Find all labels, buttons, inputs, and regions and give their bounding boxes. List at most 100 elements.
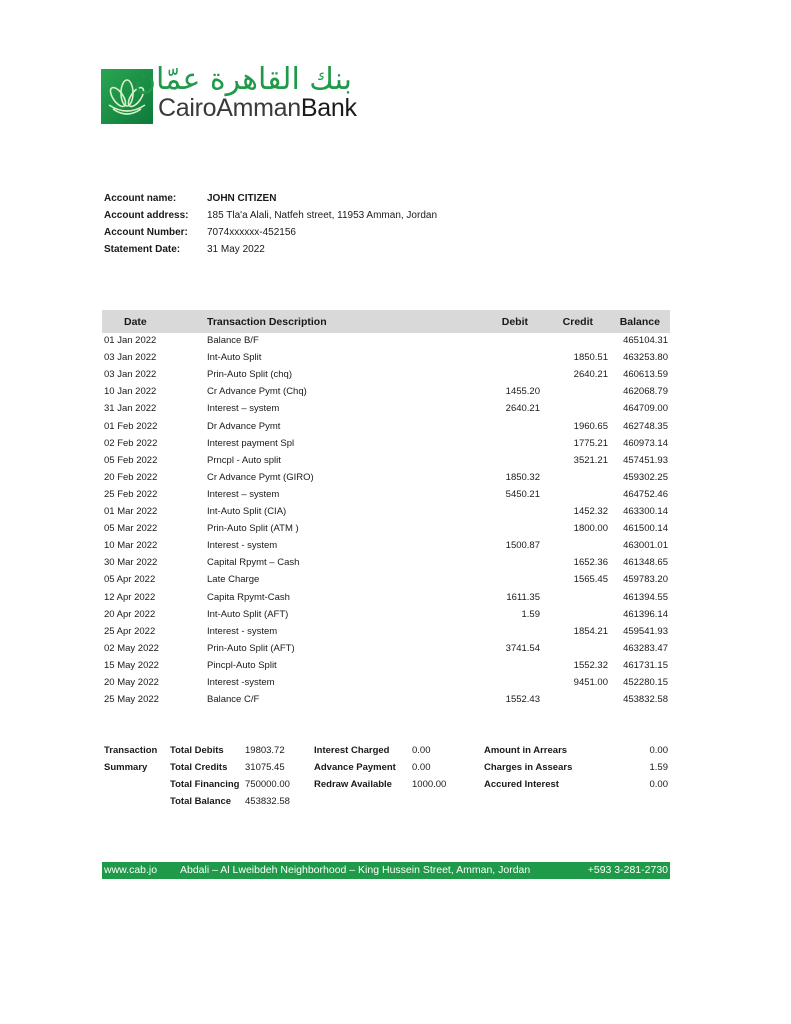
header-date: Date bbox=[124, 316, 147, 328]
table-row: 25 Apr 2022 Interest - system 1854.21 45954… bbox=[102, 624, 670, 641]
cell-date: 25 Feb 2022 bbox=[104, 488, 158, 500]
cell-debit: 5450.21 bbox=[505, 488, 540, 500]
cell-debit: 1500.87 bbox=[505, 540, 540, 552]
cell-credit: 1652.36 bbox=[573, 557, 608, 569]
cell-balance: 463001.01 bbox=[623, 540, 668, 552]
cell-balance: 461731.15 bbox=[623, 659, 668, 671]
cell-date: 20 Feb 2022 bbox=[104, 471, 158, 483]
cell-date: 20 May 2022 bbox=[104, 677, 159, 688]
cell-date: 02 May 2022 bbox=[104, 642, 159, 654]
summary-title: Transaction bbox=[104, 745, 158, 756]
summary-label: Interest Charged bbox=[314, 745, 390, 756]
cell-description: Prin-Auto Split (AFT) bbox=[207, 642, 295, 654]
header-description: Transaction Description bbox=[207, 316, 327, 328]
cell-description: Interest payment Spl bbox=[207, 437, 295, 449]
cell-debit: 1850.32 bbox=[505, 471, 540, 483]
header-debit: Debit bbox=[501, 316, 528, 328]
cell-date: 01 Feb 2022 bbox=[104, 420, 158, 432]
cell-balance: 464709.00 bbox=[623, 403, 668, 415]
cell-date: 31 Jan 2022 bbox=[104, 403, 157, 415]
cell-debit: 3741.54 bbox=[505, 642, 540, 654]
table-header: Date Transaction Description Debit Credi… bbox=[102, 310, 670, 333]
cell-date: 30 Mar 2022 bbox=[104, 557, 158, 569]
cell-balance: 461500.14 bbox=[623, 523, 668, 535]
cell-credit: 2640.21 bbox=[573, 369, 608, 381]
footer-website[interactable]: www.cab.jo bbox=[104, 864, 158, 876]
summary-value: 0.00 bbox=[412, 762, 431, 773]
cell-balance: 462748.35 bbox=[623, 420, 668, 432]
cell-description: Interest – system bbox=[207, 403, 280, 415]
summary-value: 453832.58 bbox=[245, 796, 290, 807]
account-number-label: Account Number: bbox=[104, 227, 188, 238]
account-name-value: JOHN CITIZEN bbox=[207, 193, 277, 204]
cell-date: 02 Feb 2022 bbox=[104, 437, 158, 449]
cell-balance: 453832.58 bbox=[623, 694, 668, 706]
summary-label: Accured Interest bbox=[484, 779, 559, 790]
cell-debit: 1.59 bbox=[521, 608, 541, 620]
cell-credit: 9451.00 bbox=[573, 677, 608, 688]
header-balance: Balance bbox=[619, 316, 660, 328]
table-row: 01 Jan 2022 Balance B/F 465104.31 bbox=[102, 333, 670, 350]
summary-label: Advance Payment bbox=[314, 762, 396, 773]
cell-description: Capita Rpymt-Cash bbox=[207, 591, 290, 603]
table-row: 15 May 2022 Pincpl-Auto Split 1552.32 46173… bbox=[102, 658, 670, 675]
cell-description: Int-Auto Split (CIA) bbox=[207, 506, 287, 517]
cell-credit: 1850.51 bbox=[573, 352, 608, 364]
table-row: 20 Apr 2022 Int-Auto Split (AFT) 1.59 46139… bbox=[102, 607, 670, 624]
cell-description: Int-Auto Split bbox=[207, 352, 262, 364]
account-name-label: Account name: bbox=[104, 193, 177, 204]
cell-date: 03 Jan 2022 bbox=[104, 352, 157, 364]
table-row: 25 May 2022 Balance C/F 1552.43 453832.58 bbox=[102, 692, 670, 709]
account-address-label: Account address: bbox=[104, 210, 189, 221]
footer-bar: www.cab.jo Abdali – Al Lweibdeh Neighbor… bbox=[102, 862, 670, 879]
summary-value: 0.00 bbox=[412, 745, 431, 756]
cell-balance: 459302.25 bbox=[623, 471, 668, 483]
cell-description: Cr Advance Pymt (Chq) bbox=[207, 386, 307, 398]
cell-date: 12 Apr 2022 bbox=[104, 591, 156, 603]
statement-date-label: Statement Date: bbox=[104, 244, 181, 255]
cell-description: Prin-Auto Split (ATM ) bbox=[207, 523, 299, 535]
cell-date: 10 Mar 2022 bbox=[104, 540, 158, 552]
cell-description: Prncpl - Auto split bbox=[207, 454, 281, 466]
cell-date: 10 Jan 2022 bbox=[104, 386, 157, 398]
cell-description: Pincpl-Auto Split bbox=[207, 659, 277, 671]
cell-description: Balance C/F bbox=[207, 694, 260, 706]
cell-credit: 1854.21 bbox=[573, 625, 608, 637]
summary-label: Total Balance bbox=[170, 796, 232, 807]
summary-value: 19803.72 bbox=[245, 745, 285, 756]
cell-description: Interest – system bbox=[207, 488, 280, 500]
table-row: 01 Feb 2022 Dr Advance Pymt 1960.65 462748.… bbox=[102, 419, 670, 436]
bank-logo-icon bbox=[101, 69, 153, 124]
account-number-value: 7074xxxxxx-452156 bbox=[207, 227, 296, 238]
cell-debit: 2640.21 bbox=[505, 403, 540, 415]
bank-logo-text: CairoAmmanBank bbox=[158, 94, 357, 122]
table-row: 01 Mar 2022 Int-Auto Split (CIA) 1452.32 46… bbox=[102, 504, 670, 521]
cell-description: Interest -system bbox=[207, 677, 275, 688]
table-row: 03 Jan 2022 Prin-Auto Split (chq) 2640.21 4… bbox=[102, 367, 670, 384]
cell-credit: 1775.21 bbox=[573, 437, 608, 449]
cell-credit: 1552.32 bbox=[573, 659, 608, 671]
cell-description: Interest - system bbox=[207, 540, 278, 552]
header-credit: Credit bbox=[562, 316, 593, 328]
cell-description: Prin-Auto Split (chq) bbox=[207, 369, 293, 381]
bank-logo-arabic: بنك القاهرة عمّان bbox=[133, 62, 352, 97]
cell-balance: 462068.79 bbox=[623, 386, 668, 398]
summary-title-2: Summary bbox=[104, 762, 148, 773]
footer-phone: +593 3-281-2730 bbox=[587, 864, 668, 876]
table-row: 25 Feb 2022 Interest – system 5450.21 46475… bbox=[102, 487, 670, 504]
summary-label: Total Credits bbox=[170, 762, 228, 773]
cell-description: Late Charge bbox=[207, 574, 260, 586]
cell-debit: 1455.20 bbox=[505, 386, 540, 398]
cell-balance: 461396.14 bbox=[623, 608, 668, 620]
cell-debit: 1552.43 bbox=[505, 694, 540, 706]
cell-credit: 1800.00 bbox=[573, 523, 608, 535]
cell-date: 15 May 2022 bbox=[104, 659, 159, 671]
cell-balance: 461394.55 bbox=[623, 591, 668, 603]
cell-date: 20 Apr 2022 bbox=[104, 608, 156, 620]
cell-balance: 459541.93 bbox=[623, 625, 668, 637]
summary-label: Total Debits bbox=[170, 745, 224, 756]
summary-value: 0.00 bbox=[649, 745, 669, 756]
cell-date: 05 Mar 2022 bbox=[104, 523, 158, 535]
table-row: 05 Apr 2022 Late Charge 1565.45 459783.20 bbox=[102, 572, 670, 589]
